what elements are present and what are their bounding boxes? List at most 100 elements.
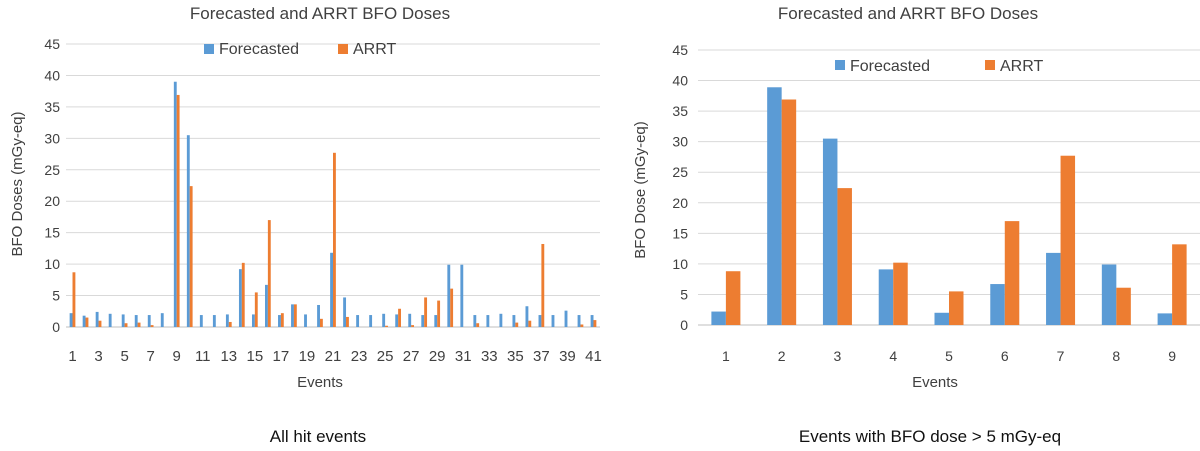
legend-left: Forecasted ARRT — [204, 41, 396, 58]
bar-arrt-5 — [949, 291, 964, 325]
legend-label-forecasted-left: Forecasted — [219, 41, 299, 58]
bar-forecasted-10 — [186, 135, 190, 327]
chart-title-right: Forecasted and ARRT BFO Doses — [778, 4, 1038, 23]
y-tick-label: 40 — [672, 73, 688, 89]
bar-forecasted-31 — [460, 264, 464, 327]
bar-arrt-2 — [85, 317, 89, 327]
x-tick-label: 31 — [455, 348, 472, 365]
bar-arrt-30 — [450, 288, 454, 327]
bar-arrt-37 — [541, 243, 545, 327]
bar-arrt-40 — [580, 324, 584, 327]
bar-forecasted-6 — [990, 284, 1005, 325]
bar-forecasted-8 — [160, 313, 164, 327]
bar-forecasted-12 — [212, 315, 216, 327]
y-tick-label: 35 — [672, 103, 688, 119]
bar-arrt-17 — [280, 313, 284, 327]
y-tick-label: 0 — [680, 317, 688, 333]
x-tick-label: 7 — [1057, 348, 1065, 364]
bar-forecasted-14 — [238, 269, 242, 327]
bar-forecasted-40 — [577, 315, 581, 327]
bar-arrt-5 — [124, 323, 128, 327]
bar-arrt-22 — [346, 316, 349, 327]
x-tick-label: 1 — [722, 348, 730, 364]
bar-forecasted-3 — [822, 138, 838, 325]
y-tick-label: 5 — [680, 286, 688, 302]
legend-swatch-arrt-right — [985, 60, 995, 70]
bar-arrt-18 — [293, 304, 297, 327]
y-axis-label-right: BFO Dose (mGy-eq) — [632, 121, 649, 259]
bar-forecasted-18 — [291, 304, 294, 327]
bar-forecasted-38 — [551, 315, 555, 327]
bar-arrt-20 — [319, 318, 323, 327]
bar-forecasted-39 — [564, 310, 568, 327]
bar-arrt-29 — [437, 300, 441, 327]
y-tick-label: 40 — [44, 67, 60, 83]
bar-arrt-32 — [476, 323, 480, 327]
bar-forecasted-30 — [447, 264, 451, 327]
x-tick-label: 39 — [559, 348, 576, 365]
bar-forecasted-41 — [590, 315, 594, 327]
bar-forecasted-19 — [304, 314, 307, 327]
bar-arrt-27 — [411, 325, 415, 327]
bar-forecasted-2 — [767, 87, 782, 326]
bar-forecasted-4 — [108, 313, 112, 327]
y-ticks-right: 0 5 10 15 20 25 30 35 40 45 — [672, 42, 688, 333]
bar-forecasted-7 — [147, 315, 151, 327]
x-tick-label: 19 — [299, 348, 316, 365]
x-tick-label: 1 — [68, 348, 76, 365]
chart-all-hit-events: Forecasted and ARRT BFO Doses BFO Doses … — [9, 4, 602, 446]
bar-arrt-4 — [893, 262, 908, 325]
bar-forecasted-22 — [343, 297, 347, 327]
bar-forecasted-17 — [278, 315, 281, 327]
bar-forecasted-9 — [1157, 313, 1173, 325]
bar-forecasted-35 — [512, 315, 516, 327]
bar-arrt-28 — [424, 297, 428, 327]
x-tick-label: 35 — [507, 348, 524, 365]
x-tick-label: 21 — [325, 348, 342, 365]
legend-swatch-forecasted-left — [204, 44, 214, 54]
bar-forecasted-37 — [538, 315, 542, 327]
y-tick-label: 25 — [672, 164, 688, 180]
bar-forecasted-3 — [95, 311, 99, 327]
x-tick-label: 6 — [1001, 348, 1009, 364]
y-tick-label: 10 — [44, 256, 60, 272]
bar-forecasted-27 — [408, 313, 412, 327]
legend-swatch-forecasted-right — [835, 60, 845, 70]
bar-arrt-1 — [725, 271, 741, 325]
bar-arrt-3 — [837, 188, 852, 325]
y-tick-label: 35 — [44, 99, 60, 115]
x-ticks-right: 1 2 3 4 5 6 7 8 9 — [722, 348, 1176, 364]
bar-arrt-35 — [515, 322, 519, 327]
x-tick-label: 3 — [834, 348, 842, 364]
x-tick-label: 3 — [94, 348, 102, 365]
bar-forecasted-13 — [225, 314, 229, 327]
y-tick-label: 30 — [672, 134, 688, 150]
bar-forecasted-28 — [421, 315, 425, 327]
caption-left: All hit events — [270, 427, 366, 446]
x-tick-label: 5 — [945, 348, 953, 364]
bar-arrt-36 — [528, 320, 532, 327]
x-axis-label-right: Events — [912, 374, 958, 391]
y-tick-label: 15 — [672, 225, 688, 241]
bar-forecasted-8 — [1101, 264, 1117, 325]
legend-label-arrt-right: ARRT — [1000, 58, 1043, 75]
bar-arrt-10 — [189, 186, 193, 327]
bar-forecasted-23 — [356, 315, 360, 327]
bar-forecasted-7 — [1046, 252, 1061, 325]
x-tick-label: 2 — [778, 348, 786, 364]
y-ticks-left: 0 5 10 15 20 25 30 35 40 45 — [44, 36, 60, 335]
bar-forecasted-25 — [382, 313, 386, 327]
y-tick-label: 45 — [672, 42, 688, 58]
bar-forecasted-2 — [82, 315, 86, 327]
y-tick-label: 25 — [44, 162, 60, 178]
bar-forecasted-29 — [434, 315, 438, 327]
x-ticks-left: 1 3 5 7 9 11 13 15 17 19 21 23 25 27 29 31 33 35 37 39 41 — [68, 348, 601, 365]
chart-title-left: Forecasted and ARRT BFO Doses — [190, 4, 450, 23]
bar-arrt-25 — [385, 325, 388, 327]
x-tick-label: 7 — [146, 348, 154, 365]
bar-forecasted-6 — [134, 315, 138, 327]
bar-forecasted-20 — [317, 304, 320, 327]
x-tick-label: 33 — [481, 348, 498, 365]
bar-forecasted-33 — [486, 315, 490, 327]
